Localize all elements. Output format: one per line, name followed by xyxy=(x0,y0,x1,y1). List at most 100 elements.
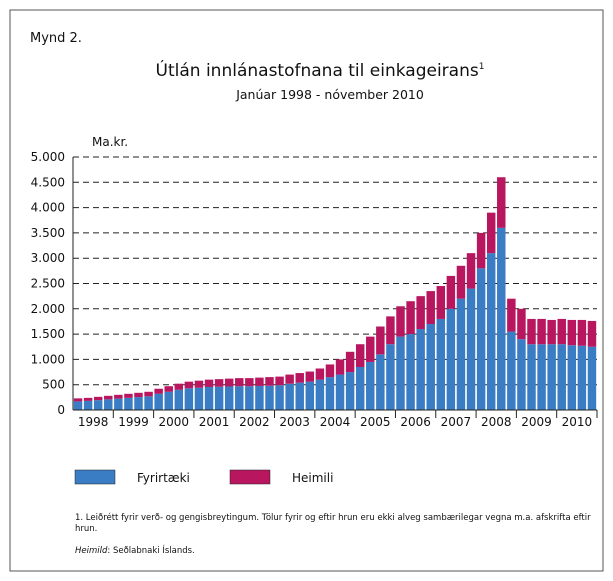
bar-segment xyxy=(517,339,526,410)
x-tick-label: 1999 xyxy=(118,415,149,429)
bar-segment xyxy=(114,398,123,410)
bar-segment xyxy=(587,320,597,347)
bar-segment xyxy=(507,331,516,410)
y-tick-label: 1.500 xyxy=(31,327,65,341)
bar-segment xyxy=(315,379,325,410)
bar-segment xyxy=(426,323,435,410)
y-tick-label: 2.000 xyxy=(31,302,65,316)
bar-segment xyxy=(426,291,435,324)
y-tick-label: 3.500 xyxy=(31,226,65,240)
bar-segment xyxy=(345,351,355,373)
bar-segment xyxy=(194,387,204,410)
bar-segment xyxy=(315,368,325,380)
bar-segment xyxy=(547,344,556,410)
legend-swatch xyxy=(74,469,116,485)
x-tick-label: 2001 xyxy=(199,415,230,429)
bar-segment xyxy=(295,373,304,383)
x-tick-label: 2003 xyxy=(279,415,310,429)
bar-segment xyxy=(547,319,556,345)
bar-segment xyxy=(194,380,204,388)
bar-segment xyxy=(164,391,173,410)
bar-segment xyxy=(355,366,365,410)
bar-segment xyxy=(456,298,466,410)
bar-segment xyxy=(124,393,133,398)
bar-segment xyxy=(325,364,335,378)
bar-segment xyxy=(466,288,476,410)
bar-segment xyxy=(446,308,456,410)
bar-segment xyxy=(557,318,566,345)
footnote: 1. Leiðrétt fyrir verð- og gengisbreytin… xyxy=(75,513,591,534)
source: Heimild: Seðlabnaki Íslands. xyxy=(75,546,595,557)
bar-segment xyxy=(456,265,466,299)
legend-label: Fyrirtæki xyxy=(137,471,190,485)
x-tick-label: 2007 xyxy=(441,415,472,429)
x-tick-label: 2004 xyxy=(320,415,351,429)
bar-segment xyxy=(285,374,294,384)
bar-segment xyxy=(567,319,577,346)
bar-segment xyxy=(305,381,315,410)
bar-segment xyxy=(204,379,214,387)
x-tick-label: 2008 xyxy=(481,415,512,429)
y-tick-label: 4.000 xyxy=(31,201,65,215)
bar-segment xyxy=(124,397,133,410)
bar-segment xyxy=(537,344,546,410)
bar-segment xyxy=(204,386,214,410)
bar-segment xyxy=(174,389,184,410)
bar-segment xyxy=(144,391,153,397)
bar-segment xyxy=(416,329,425,410)
x-tick-label: 2000 xyxy=(158,415,189,429)
bar-segment xyxy=(245,378,254,387)
bar-segment xyxy=(386,344,395,410)
bar-segment xyxy=(376,326,385,355)
bar-segment xyxy=(587,346,597,410)
bar-segment xyxy=(174,383,184,390)
bar-segment xyxy=(83,397,93,401)
bar-segment xyxy=(73,401,83,410)
y-axis-label: Ma.kr. xyxy=(92,135,128,149)
frame xyxy=(9,9,604,572)
bar-segment xyxy=(224,378,234,387)
bar-segment xyxy=(376,354,385,410)
bar-segment xyxy=(275,376,284,386)
bar-segment xyxy=(507,298,516,332)
x-tick-label: 2009 xyxy=(521,415,552,429)
y-tick-label: 500 xyxy=(42,378,65,392)
bar-segment xyxy=(245,386,254,410)
bar-segment xyxy=(164,386,173,392)
bar-segment xyxy=(557,344,566,410)
bar-segment xyxy=(436,286,446,319)
source-text: : Seðlabnaki Íslands. xyxy=(107,546,195,556)
bar-segment xyxy=(275,385,284,410)
bar-segment xyxy=(144,396,153,410)
bar-segment xyxy=(154,388,163,394)
x-tick-label: 2010 xyxy=(562,415,593,429)
bar-segment xyxy=(446,275,456,309)
bar-segment xyxy=(184,381,194,389)
chart-title: Útlán innlánastofnana til einkageirans1 xyxy=(156,59,485,81)
bar-segment xyxy=(325,377,335,410)
bar-segment xyxy=(93,400,103,410)
title-note: 1 xyxy=(479,62,485,72)
bar-segment xyxy=(184,388,194,410)
bar-segment xyxy=(114,394,123,399)
bar-segment xyxy=(285,383,294,410)
bar-segment xyxy=(406,334,415,410)
bar-segment xyxy=(345,372,355,410)
figure-label: Mynd 2. xyxy=(30,31,82,46)
bar-segment xyxy=(416,296,425,330)
bar-segment xyxy=(295,382,304,410)
bar-segment xyxy=(104,395,113,400)
bar-segment xyxy=(386,316,395,345)
bar-segment xyxy=(497,227,506,410)
bar-segment xyxy=(235,386,244,410)
x-tick-label: 1998 xyxy=(78,415,109,429)
x-tick-label: 2006 xyxy=(400,415,431,429)
source-label: Heimild xyxy=(75,546,108,556)
bar-segment xyxy=(567,345,577,410)
bar-segment xyxy=(396,306,405,337)
y-tick-label: 3.000 xyxy=(31,251,65,265)
bar-segment xyxy=(396,336,405,410)
legend-label: Heimili xyxy=(292,471,333,485)
